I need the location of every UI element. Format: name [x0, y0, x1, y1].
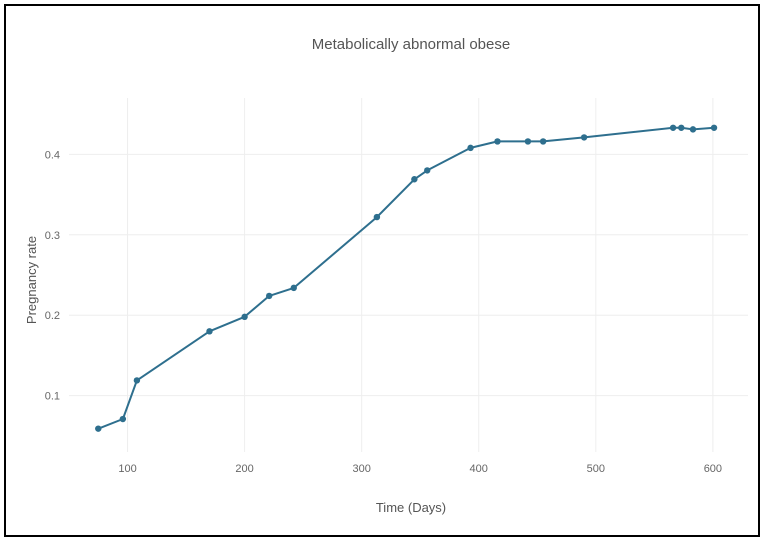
x-tick-label: 600 [704, 463, 722, 475]
x-tick-label: 500 [587, 463, 605, 475]
y-tick-label: 0.4 [45, 149, 60, 161]
data-point [119, 415, 127, 423]
data-point [710, 124, 718, 131]
y-tick-label: 0.1 [45, 391, 60, 403]
data-point [494, 138, 501, 145]
data-point [524, 138, 532, 145]
data-point [241, 313, 248, 321]
data-point [467, 144, 474, 152]
grid-layer [69, 98, 748, 452]
data-point [373, 213, 381, 221]
data-point [133, 377, 141, 384]
chart-frame [4, 4, 760, 537]
data-point [424, 167, 431, 174]
x-tick-label: 300 [352, 463, 370, 475]
data-point [265, 292, 273, 300]
y-tick-label: 0.3 [45, 230, 60, 242]
data-point [689, 126, 697, 133]
data-point [669, 124, 677, 131]
data-point [580, 134, 588, 141]
chart-title: Metabolically abnormal obese [312, 36, 510, 53]
x-axis-label: Time (Days) [376, 500, 446, 515]
series-layer [95, 124, 718, 432]
data-point [411, 176, 418, 183]
tick-labels: 100 200 300 400 500 600 0.1 0.2 0.3 0.4 [45, 149, 722, 475]
series-line [97, 126, 715, 430]
data-point [206, 328, 213, 335]
x-tick-label: 100 [118, 463, 136, 475]
data-point [539, 138, 547, 145]
x-tick-label: 400 [470, 463, 488, 475]
y-tick-label: 0.2 [45, 310, 60, 322]
data-point [678, 124, 685, 131]
data-point [95, 425, 102, 432]
x-tick-label: 200 [235, 463, 253, 475]
y-axis-label: Pregnancy rate [24, 236, 39, 324]
data-point [290, 284, 297, 292]
